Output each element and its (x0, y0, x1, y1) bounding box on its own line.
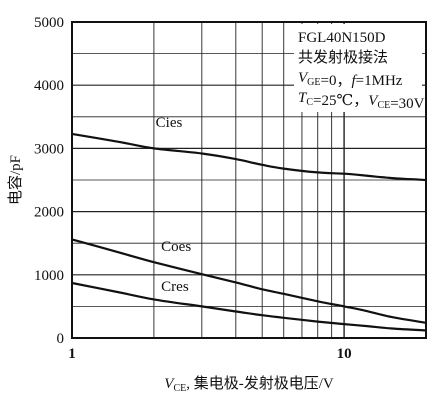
x-axis-label-symbol: V (164, 376, 175, 392)
annotation-line: VGE=0，f=1MHz (298, 70, 403, 89)
annotation-line: FGL40N150D (298, 30, 386, 46)
series-label-coes: Coes (161, 239, 191, 255)
y-tick-label: 5000 (34, 15, 64, 31)
ticks: 0 1000 2000 3000 4000 5000 1 10 (34, 15, 352, 362)
y-axis-label: 电容/pF (7, 155, 24, 205)
x-axis-label-subscript: CE (173, 383, 186, 394)
x-axis-label-rest: , 集电极-发射极电压/V (186, 375, 334, 392)
annotation-line: 共发射极接法 (298, 49, 388, 66)
x-tick-label: 10 (337, 346, 352, 362)
series-line-coes (71, 238, 427, 324)
series-line-cres (71, 281, 427, 332)
y-tick-label: 3000 (34, 141, 64, 157)
y-tick-label: 1000 (34, 268, 64, 284)
annotation-part: V (298, 70, 309, 86)
annotation-part: C (306, 97, 313, 108)
series-labels: Cies Coes Cres (156, 115, 192, 295)
annotation-part: =1MHz (356, 73, 403, 89)
annotation-box: FGL40N150D共发射极接法VGE=0，f=1MHzTC=25℃，VCE=3… (294, 24, 425, 112)
annotation-part: f (351, 73, 357, 89)
annotation-part: =30V (390, 96, 424, 112)
annotation-line: TC=25℃，VCE=30V (298, 90, 425, 112)
annotation-part: GE (307, 77, 320, 88)
annotation-part: T (298, 90, 308, 106)
x-axis-label: VCE, 集电极-发射极电压/V (164, 375, 334, 394)
annotation-part: =25℃， (313, 93, 368, 109)
y-tick-label: 2000 (34, 205, 64, 221)
annotation-part: V (368, 93, 379, 109)
series-line-cies (71, 132, 427, 182)
y-tick-label: 0 (57, 331, 65, 347)
annotation-part: =0， (321, 73, 352, 89)
series-lines (71, 132, 427, 332)
plot-frame (71, 21, 427, 339)
annotation-part: CE (377, 100, 390, 111)
grid (72, 22, 426, 338)
x-tick-label: 1 (68, 346, 76, 362)
series-label-cres: Cres (161, 279, 189, 295)
annotation-background (294, 24, 422, 112)
series-label-cies: Cies (156, 115, 183, 131)
y-tick-label: 4000 (34, 78, 64, 94)
